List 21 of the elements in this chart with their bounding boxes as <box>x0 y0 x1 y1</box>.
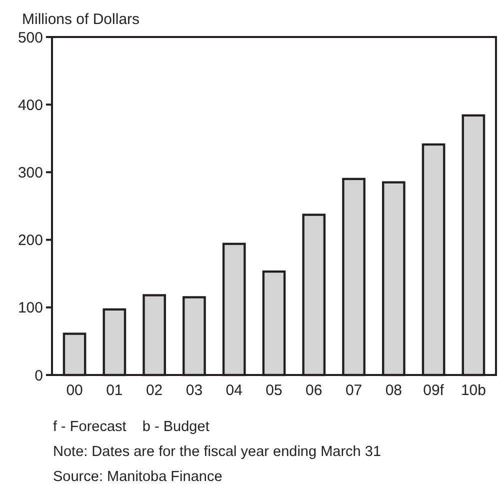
y-tick-label: 100 <box>18 300 43 317</box>
x-tick-label: 01 <box>106 382 123 399</box>
y-tick-label: 400 <box>18 96 43 114</box>
x-tick-label: 03 <box>186 382 203 399</box>
x-tick-label: 05 <box>266 382 282 399</box>
y-tick-label: 500 <box>18 29 43 46</box>
text: Note: Dates are for the fiscal year ending March 31 <box>53 444 382 460</box>
y-tick-label: 200 <box>18 232 43 250</box>
x-tick-label: 07 <box>345 382 362 399</box>
x-tick-label: 04 <box>226 382 242 399</box>
x-tick-label: 10b <box>460 382 486 399</box>
y-tick-label: 0 <box>34 367 43 384</box>
y-tick-label: 300 <box>18 164 43 182</box>
text: f - Forecast b - Budget <box>53 419 210 435</box>
x-tick-label: 00 <box>66 382 83 399</box>
x-tick-label: 08 <box>385 382 402 399</box>
x-tick-label: 09f <box>423 382 445 399</box>
x-tick-label: 06 <box>306 382 322 399</box>
x-tick-label: 02 <box>146 382 163 399</box>
source-note: Source: Manitoba Finance <box>53 469 222 485</box>
y-axis-title: Millions of Dollars <box>22 11 140 28</box>
